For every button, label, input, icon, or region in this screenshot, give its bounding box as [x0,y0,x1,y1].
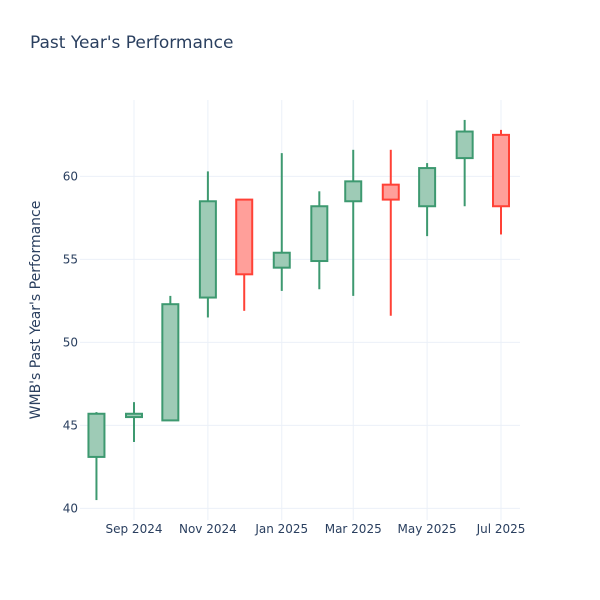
candle-increasing [272,153,291,291]
candle-body [87,412,106,458]
x-tick-label: Mar 2025 [325,522,382,536]
x-tick-label: Jul 2025 [476,522,526,536]
candle-body [272,251,291,269]
candle-decreasing [492,129,510,235]
x-tick-label: Nov 2024 [179,522,237,536]
candle-body [161,303,180,422]
x-tick-label: Sep 2024 [106,522,163,536]
grid-lines [80,100,520,520]
candle-body [492,133,510,208]
candle-body [310,205,329,263]
y-tick-label: 60 [63,169,78,183]
x-tick-label: May 2025 [398,522,457,536]
candle-increasing [198,171,217,318]
x-tick-label: Jan 2025 [254,522,308,536]
candle-increasing [344,149,363,296]
candle-body [344,180,363,203]
candle-increasing [310,191,329,290]
y-tick-label: 40 [63,501,78,515]
candle-body [418,167,437,208]
y-tick-label: 50 [63,335,78,349]
candle-increasing [455,119,474,207]
candle-body [455,130,474,160]
candle-decreasing [381,149,400,316]
candle-body [198,200,217,299]
candle-decreasing [235,198,254,311]
candle-increasing [418,163,437,237]
candle-increasing [87,412,106,501]
candle-increasing [161,295,180,422]
candle-body [235,198,254,276]
y-tick-label: 45 [63,418,78,432]
candle-increasing [125,402,143,442]
candle-series [87,119,510,501]
chart-title: Past Year's Performance [30,33,234,53]
x-axis-ticks: Sep 2024 Nov 2024 Jan 2025 Mar 2025 May 2025… [106,522,526,536]
candle-body [381,183,400,201]
y-axis-title: WMB's Past Year's Performance [28,201,44,420]
y-tick-label: 55 [63,252,78,266]
candle-body [125,412,143,419]
y-axis-ticks: 40 45 50 55 60 [63,169,78,515]
